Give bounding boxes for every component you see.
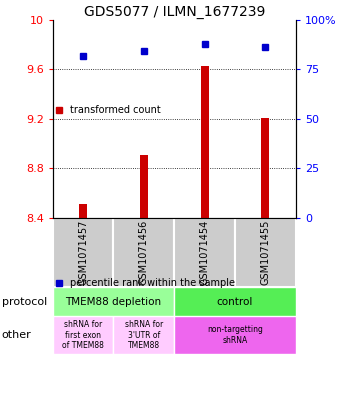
Text: GSM1071454: GSM1071454 (200, 220, 210, 285)
Bar (53, 218, 114, 287)
Bar (261, 118, 269, 218)
Bar (140, 155, 148, 218)
Text: TMEM88 depletion: TMEM88 depletion (65, 297, 162, 307)
Text: percentile rank within the sample: percentile rank within the sample (70, 278, 235, 288)
Text: GSM1071456: GSM1071456 (139, 220, 149, 285)
Bar (53, 316, 114, 354)
Text: control: control (217, 297, 253, 307)
Text: GSM1071457: GSM1071457 (78, 220, 88, 285)
Bar (114, 316, 174, 354)
Bar (114, 218, 174, 287)
Text: other: other (2, 330, 31, 340)
Bar (79, 204, 87, 218)
Bar (235, 218, 296, 287)
Text: protocol: protocol (2, 297, 47, 307)
Text: transformed count: transformed count (70, 105, 160, 115)
Text: shRNA for
3'UTR of
TMEM88: shRNA for 3'UTR of TMEM88 (125, 320, 163, 350)
Title: GDS5077 / ILMN_1677239: GDS5077 / ILMN_1677239 (84, 5, 265, 18)
Bar (201, 66, 208, 218)
Bar (174, 316, 296, 354)
Text: shRNA for
first exon
of TMEM88: shRNA for first exon of TMEM88 (62, 320, 104, 350)
Bar (53, 287, 174, 316)
Text: non-targetting
shRNA: non-targetting shRNA (207, 325, 263, 345)
Bar (174, 218, 235, 287)
Bar (174, 287, 296, 316)
Text: GSM1071455: GSM1071455 (260, 220, 270, 285)
